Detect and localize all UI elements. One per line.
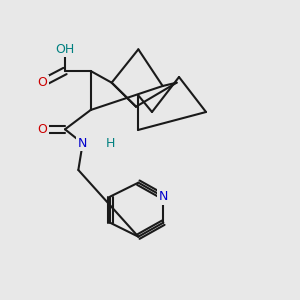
- Text: N: N: [78, 137, 87, 150]
- Text: OH: OH: [56, 43, 75, 56]
- Text: O: O: [38, 123, 48, 136]
- Text: O: O: [38, 76, 48, 89]
- Text: N: N: [159, 190, 168, 203]
- Text: H: H: [105, 137, 115, 150]
